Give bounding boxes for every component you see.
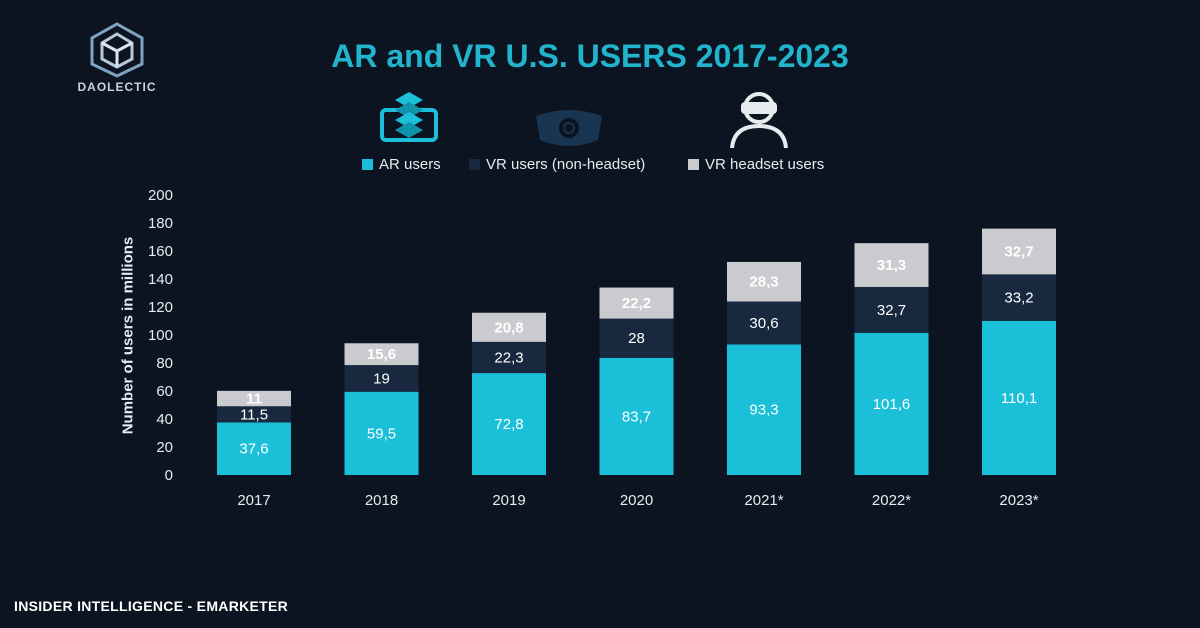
x-tick-label: 2018 [365, 492, 398, 509]
legend-item-vr-headset: VR headset users [688, 155, 824, 173]
bar-segment-vr-headset [344, 343, 419, 366]
y-tick-label: 80 [156, 355, 173, 372]
data-label: 31,3 [877, 257, 906, 274]
bar-segment-vr-headset [727, 261, 801, 302]
bar-segment-ar [854, 332, 929, 475]
data-label: 28,3 [749, 274, 778, 291]
legend-item-ar-users: AR users [362, 155, 441, 173]
legend-swatch [688, 158, 699, 170]
legend-label: AR users [379, 155, 441, 173]
legend-swatch [362, 158, 373, 170]
data-label: 11,5 [240, 406, 268, 423]
bar-segment-ar [982, 320, 1056, 475]
data-label: 15,6 [367, 346, 396, 363]
bar-segment-ar [344, 391, 419, 475]
brand-name: DAOLECTIC [77, 80, 157, 94]
bar-segment-vr-non-headset [217, 406, 291, 423]
x-tick-label: 2021* [744, 492, 783, 509]
source-credit: INSIDER INTELLIGENCE - EMARKETER [14, 598, 289, 614]
y-tick-label: 0 [165, 467, 173, 484]
data-label: 110,1 [1001, 390, 1037, 407]
x-tick-label: 2022* [872, 492, 911, 509]
ar-layers-phone-icon [380, 92, 438, 142]
hexagon-logo-icon [90, 22, 144, 78]
chart-title: AR and VR U.S. USERS 2017-2023 [331, 38, 849, 74]
data-label: 19 [373, 370, 390, 387]
y-tick-label: 100 [148, 327, 173, 344]
data-label: 93,3 [749, 402, 778, 419]
legend-swatch [469, 158, 480, 170]
data-label: 72,8 [494, 416, 523, 433]
data-label: 32,7 [877, 302, 906, 319]
brand-logo: DAOLECTIC [62, 22, 172, 102]
data-label: 101,6 [873, 396, 911, 413]
data-label: 11 [246, 391, 262, 408]
vr-eye-icon [536, 110, 602, 146]
y-tick-label: 120 [148, 299, 173, 316]
bar-segment-vr-headset [472, 312, 546, 342]
legend-label: VR users (non-headset) [486, 155, 646, 173]
vr-headset-user-icon [730, 92, 788, 149]
y-tick-label: 40 [156, 411, 173, 428]
data-label: 30,6 [749, 315, 778, 332]
bar-segment-vr-non-headset [727, 301, 801, 345]
y-tick-label: 200 [148, 187, 173, 204]
data-label: 22,2 [622, 295, 651, 312]
bar-segment-vr-headset [217, 390, 291, 407]
bar-segment-vr-headset [599, 287, 674, 319]
data-label: 59,5 [367, 425, 396, 442]
y-tick-label: 160 [148, 243, 173, 260]
y-tick-label: 180 [148, 215, 173, 232]
data-label: 20,8 [494, 319, 523, 336]
data-label: 28 [628, 330, 645, 347]
bar-segment-vr-non-headset [854, 286, 929, 333]
y-tick-label: 20 [156, 439, 173, 456]
x-tick-label: 2017 [237, 492, 270, 509]
bar-segment-vr-non-headset [344, 365, 419, 392]
y-tick-label: 60 [156, 383, 173, 400]
x-tick-label: 2020 [620, 492, 653, 509]
x-tick-label: 2019 [492, 492, 525, 509]
x-tick-label: 2023* [999, 492, 1038, 509]
bar-segment-ar [472, 373, 546, 475]
data-label: 33,2 [1004, 290, 1033, 307]
legend-item-vr-non-headset: VR users (non-headset) [469, 155, 645, 173]
bar-segment-vr-headset [982, 228, 1056, 275]
bar-segment-vr-non-headset [599, 318, 674, 358]
y-tick-label: 140 [148, 271, 173, 288]
bar-segment-ar [217, 422, 291, 475]
data-label: 32,7 [1004, 243, 1033, 260]
data-label: 22,3 [494, 349, 523, 366]
data-label: 83,7 [622, 408, 651, 425]
bar-segment-ar [727, 344, 801, 475]
bar-segment-vr-non-headset [982, 274, 1056, 321]
bar-segment-vr-headset [854, 243, 929, 287]
legend-label: VR headset users [705, 155, 825, 173]
bar-segment-vr-non-headset [472, 341, 546, 374]
data-label: 37,6 [239, 441, 268, 458]
bar-segment-ar [599, 357, 674, 475]
